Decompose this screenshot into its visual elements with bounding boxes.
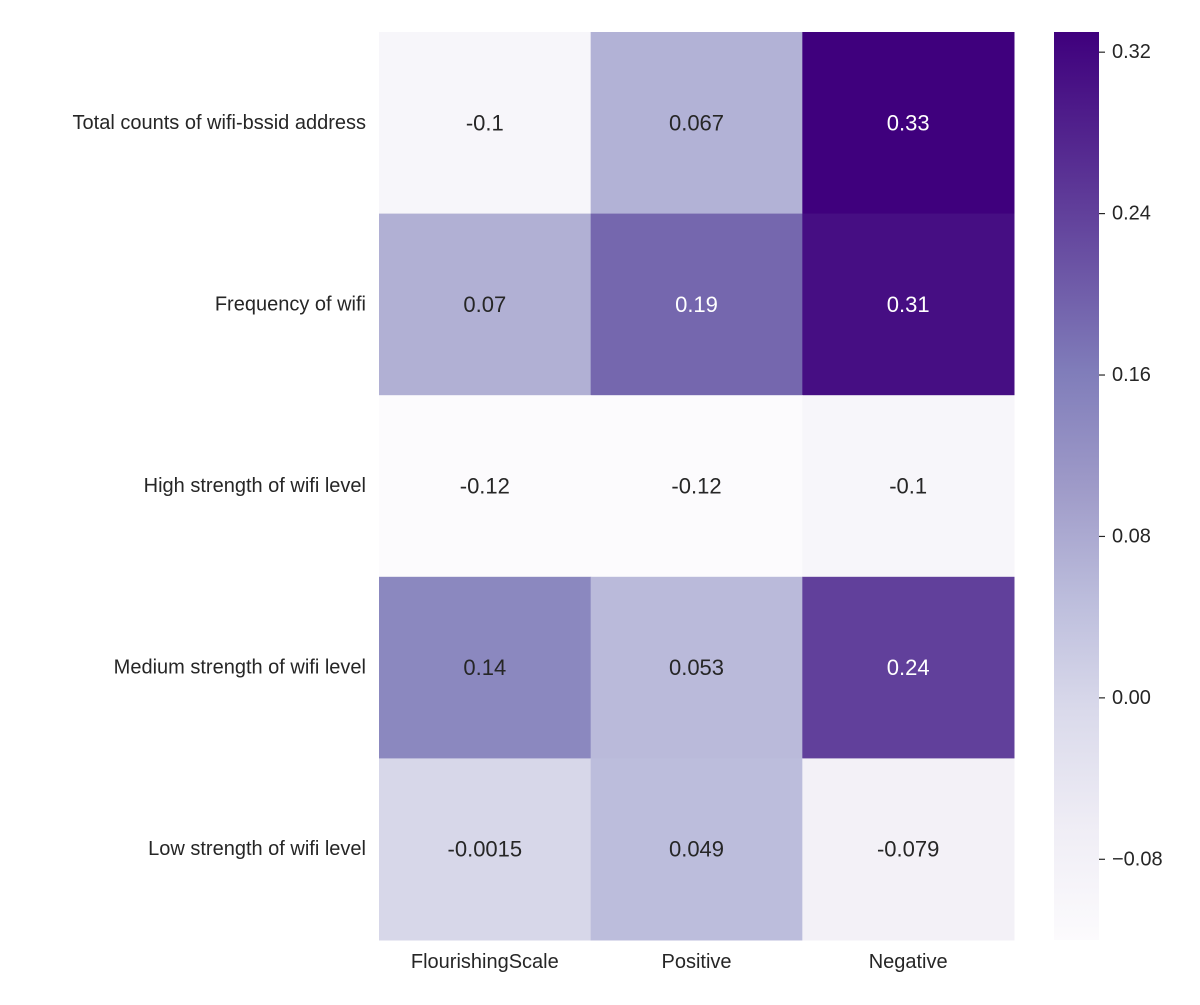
heatmap-cell <box>379 213 592 396</box>
cell-value-label: 0.31 <box>887 292 930 317</box>
x-tick-label: FlourishingScale <box>411 951 559 973</box>
colorbar-tick-label: 0.08 <box>1112 525 1151 547</box>
cell-annotations: -0.1 0.067 0.33 0.07 0.19 0.31 -0.12 -0.12 -0.1 0… <box>448 110 940 861</box>
heatmap-cell <box>590 758 803 941</box>
heatmap-cell <box>379 395 592 578</box>
y-tick-label: Frequency of wifi <box>215 293 366 315</box>
heatmap-cell <box>802 32 1015 215</box>
colorbar: −0.08 0.00 0.08 0.16 0.24 0.32 <box>1054 32 1163 940</box>
y-tick-label: High strength of wifi level <box>144 475 366 497</box>
x-tick-label: Negative <box>869 951 948 973</box>
cell-value-label: 0.049 <box>669 837 724 862</box>
heatmap-cell <box>379 758 592 941</box>
heatmap-cell <box>802 213 1015 396</box>
x-tick-label: Positive <box>661 951 731 973</box>
cell-value-label: 0.14 <box>463 655 506 680</box>
cell-value-label: 0.067 <box>669 110 724 135</box>
cell-value-label: -0.0015 <box>448 837 523 862</box>
y-tick-label: Total counts of wifi-bssid address <box>73 112 366 134</box>
heatmap-cell <box>379 32 592 215</box>
colorbar-tick-label: 0.00 <box>1112 687 1151 709</box>
cell-value-label: -0.079 <box>877 837 939 862</box>
heatmap-cell <box>590 576 803 759</box>
heatmap-cell <box>590 32 803 215</box>
colorbar-tick-label: 0.16 <box>1112 364 1151 386</box>
heatmap-cell <box>802 395 1015 578</box>
y-axis-labels: Total counts of wifi-bssid address Freque… <box>73 112 366 860</box>
cell-value-label: 0.07 <box>463 292 506 317</box>
heatmap-cell <box>590 395 803 578</box>
heatmap-cell <box>590 213 803 396</box>
cell-value-label: 0.33 <box>887 110 930 135</box>
cell-value-label: -0.1 <box>466 110 504 135</box>
heatmap-cell <box>802 758 1015 941</box>
cell-value-label: 0.24 <box>887 655 930 680</box>
y-tick-label: Low strength of wifi level <box>148 838 366 860</box>
colorbar-tick-label: −0.08 <box>1112 848 1163 870</box>
cell-value-label: -0.1 <box>889 474 927 499</box>
colorbar-gradient <box>1054 32 1099 940</box>
y-tick-label: Medium strength of wifi level <box>114 657 366 679</box>
heatmap-cell <box>379 576 592 759</box>
heatmap-cell <box>802 576 1015 759</box>
cell-value-label: -0.12 <box>671 474 721 499</box>
cell-value-label: 0.053 <box>669 655 724 680</box>
colorbar-tick-label: 0.32 <box>1112 41 1151 63</box>
x-axis-labels: FlourishingScale Positive Negative <box>411 951 948 973</box>
cell-value-label: -0.12 <box>460 474 510 499</box>
colorbar-tick-label: 0.24 <box>1112 203 1151 225</box>
heatmap-cells <box>379 32 1015 941</box>
cell-value-label: 0.19 <box>675 292 718 317</box>
